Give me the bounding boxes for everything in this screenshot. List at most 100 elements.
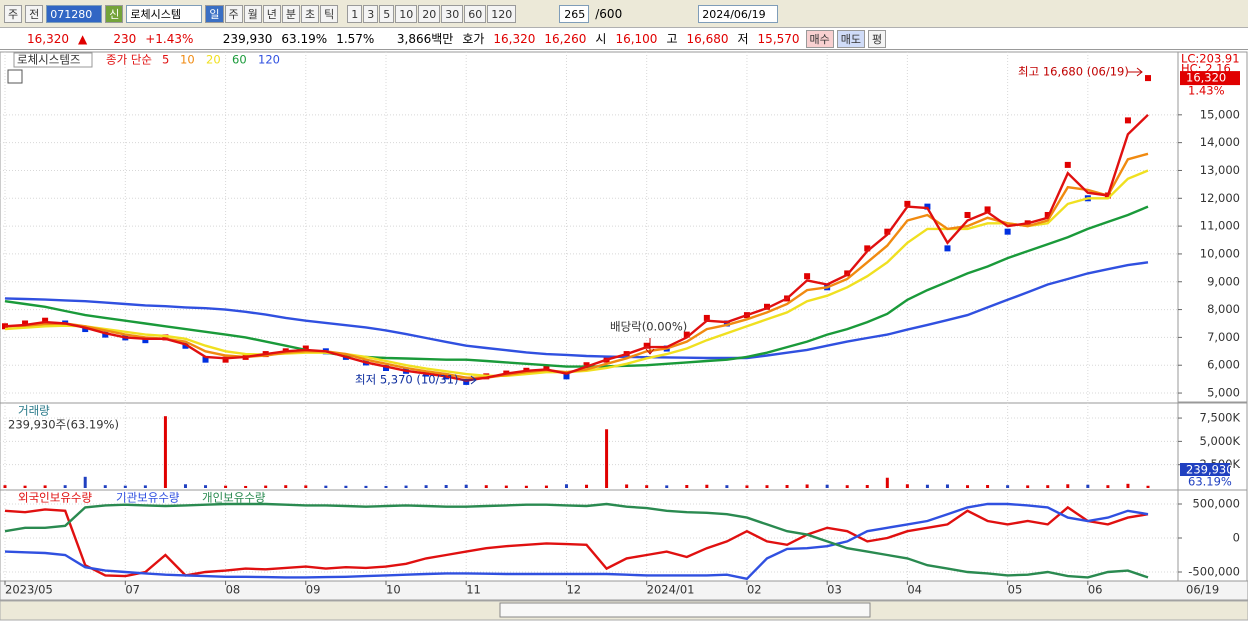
count-button[interactable]: 120 (487, 4, 517, 23)
last-price-box (1180, 71, 1240, 86)
ma-line (4, 205, 1149, 368)
ask: 16,320 (493, 31, 536, 46)
annotation: 최고 16,680 (06/19) (1018, 65, 1129, 79)
scroll-thumb[interactable] (499, 602, 871, 618)
volume-ratio: 63.19% (281, 31, 328, 46)
candle (463, 378, 470, 385)
volume-bar (464, 484, 468, 488)
volume-bar (204, 485, 208, 488)
legend-box (13, 52, 93, 68)
volume-bar (1006, 485, 1010, 488)
y-tick-label: 11,000 (1200, 219, 1240, 233)
price: 16,320 (27, 31, 69, 46)
volume-bar (344, 485, 348, 488)
last-pct: 1.43% (1188, 84, 1225, 98)
x-tick-label: 2024/01 (647, 583, 695, 597)
candle (22, 320, 29, 327)
count-input[interactable]: 265 (559, 4, 590, 23)
holding-line (4, 505, 1149, 578)
volume-bar (564, 484, 568, 488)
open: 16,100 (615, 31, 658, 46)
unit-button[interactable]: 주 (224, 4, 243, 23)
volume-bar (785, 485, 789, 488)
code-input[interactable]: 071280 (46, 4, 103, 23)
volume-bar (625, 484, 629, 488)
unit-button[interactable]: 년 (262, 4, 281, 23)
volume-bar (725, 485, 729, 488)
last-volume: 239,930 (1186, 463, 1234, 477)
volume-bar (244, 485, 248, 488)
legend-entry: 120 (258, 53, 280, 67)
volume-bar (1126, 483, 1130, 488)
prev-button[interactable]: 전 (25, 4, 44, 23)
candle (764, 303, 770, 310)
candle (643, 342, 650, 349)
y-tick-label: 14,000 (1200, 135, 1240, 149)
quote-bar: 16,320 ▲ 230 +1.43% 239,930 63.19% 1.57%… (0, 28, 1248, 50)
stock-name[interactable]: 로체시스템 (126, 4, 203, 23)
count-button[interactable]: 5 (379, 4, 395, 23)
y-tick-label: 6,000 (1207, 358, 1240, 372)
candle (42, 317, 49, 324)
candle (202, 356, 209, 363)
volume-bar (224, 485, 228, 488)
buy-button[interactable]: 매수 (805, 29, 834, 48)
volume: 239,930 (222, 31, 273, 46)
last-price: 16,320 (1186, 71, 1226, 85)
unit-button[interactable]: 일 (205, 4, 224, 23)
sell-button[interactable]: 매도 (836, 29, 866, 48)
volume-bar (845, 485, 849, 488)
candle (583, 362, 590, 369)
volume-bar (43, 485, 47, 488)
low: 15,570 (757, 31, 800, 46)
x-tick-label: 09 (306, 583, 321, 597)
count-group: 1 3 5 10 20 30 60 120 (347, 4, 517, 23)
volume-bar (404, 485, 408, 488)
volume-bar (1046, 485, 1050, 488)
chart-title: 로체시스템즈 (17, 53, 80, 67)
unit-button[interactable]: 월 (243, 4, 262, 23)
x-end-label: 06/19 (1186, 583, 1219, 597)
legend-entry: 60 (232, 53, 247, 67)
unit-button[interactable]: 틱 (320, 4, 339, 23)
unit-button[interactable]: 분 (281, 4, 300, 23)
count-button[interactable]: 20 (418, 4, 441, 23)
volume-bar (905, 484, 909, 488)
annotation: 배당락(0.00%) (610, 320, 687, 334)
volume-bar (384, 485, 388, 488)
candle (723, 320, 730, 327)
open-label: 시 (595, 32, 607, 46)
new-badge[interactable]: 신 (105, 4, 124, 23)
holding-line (4, 502, 1149, 581)
candle (563, 373, 570, 380)
period-button[interactable]: 주 (4, 4, 23, 23)
pane-subtitle: 239,930주(63.19%) (8, 418, 119, 432)
volume-bar (183, 484, 187, 488)
avg-button[interactable]: 평 (868, 29, 887, 48)
count-button[interactable]: 10 (395, 4, 418, 23)
y-tick-label: 10,000 (1200, 246, 1240, 260)
volume-bar (544, 485, 548, 488)
candle (302, 345, 309, 352)
count-button[interactable]: 1 (347, 4, 363, 23)
pane-title: 거래량 (18, 404, 50, 418)
date-input[interactable]: 2024/06/19 (698, 4, 779, 23)
count-button[interactable]: 30 (441, 4, 464, 23)
unit-button[interactable]: 초 (301, 4, 320, 23)
candle (984, 206, 991, 213)
x-tick-label: 2023/05 (5, 583, 53, 597)
ma-line (4, 261, 1149, 360)
high-label: 고 (666, 32, 678, 46)
volume-bar (805, 484, 809, 488)
axis-panel (1177, 489, 1248, 583)
count-button[interactable]: 60 (464, 4, 487, 23)
volume-bar (605, 429, 609, 488)
candle (383, 365, 389, 372)
y-tick-label: 13,000 (1200, 163, 1240, 177)
x-tick-label: 06 (1088, 583, 1103, 597)
y-tick-label: 5,000K (1200, 434, 1241, 448)
y-tick-label: 12,000 (1200, 191, 1240, 205)
count-button[interactable]: 3 (363, 4, 379, 23)
y-tick-label: 7,500K (1200, 411, 1241, 425)
x-tick-label: 08 (226, 583, 241, 597)
